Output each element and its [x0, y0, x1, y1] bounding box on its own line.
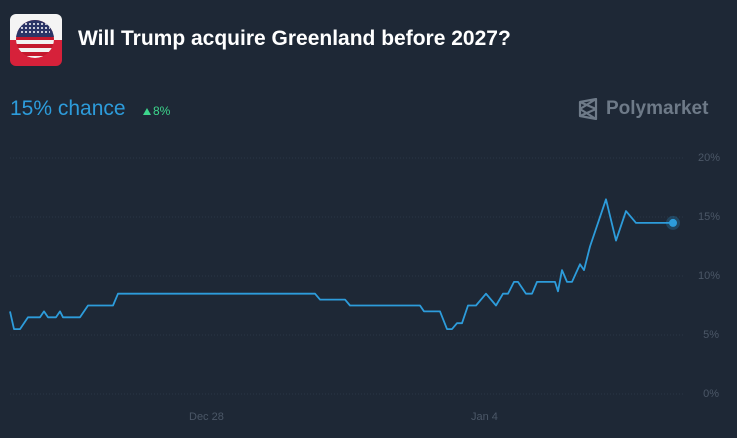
y-tick-0: 0%: [703, 388, 719, 400]
last-point-marker: [669, 218, 677, 227]
chance-value: 15% chance: [10, 97, 126, 120]
delta-badge: 8%: [143, 104, 170, 118]
y-tick-5: 5%: [703, 329, 719, 341]
market-title[interactable]: Will Trump acquire Greenland before 2027…: [78, 27, 511, 50]
y-tick-15: 15%: [697, 211, 720, 223]
usa-canton: [16, 20, 54, 37]
x-tick-jan4: Jan 4: [471, 411, 498, 423]
market-flag-icon: [10, 14, 62, 66]
x-tick-dec28: Dec 28: [189, 411, 224, 423]
y-tick-10: 10%: [697, 270, 720, 282]
delta-value: 8%: [153, 104, 171, 118]
price-line: [9, 198, 673, 330]
usa-flag-circle: [16, 20, 54, 58]
polymarket-brand[interactable]: Polymarket: [578, 98, 708, 120]
grid-lines: [10, 157, 685, 395]
polymarket-logo-icon: [578, 98, 598, 120]
brand-name: Polymarket: [606, 98, 709, 119]
up-triangle-icon: [143, 108, 151, 115]
y-tick-20: 20%: [697, 152, 720, 164]
